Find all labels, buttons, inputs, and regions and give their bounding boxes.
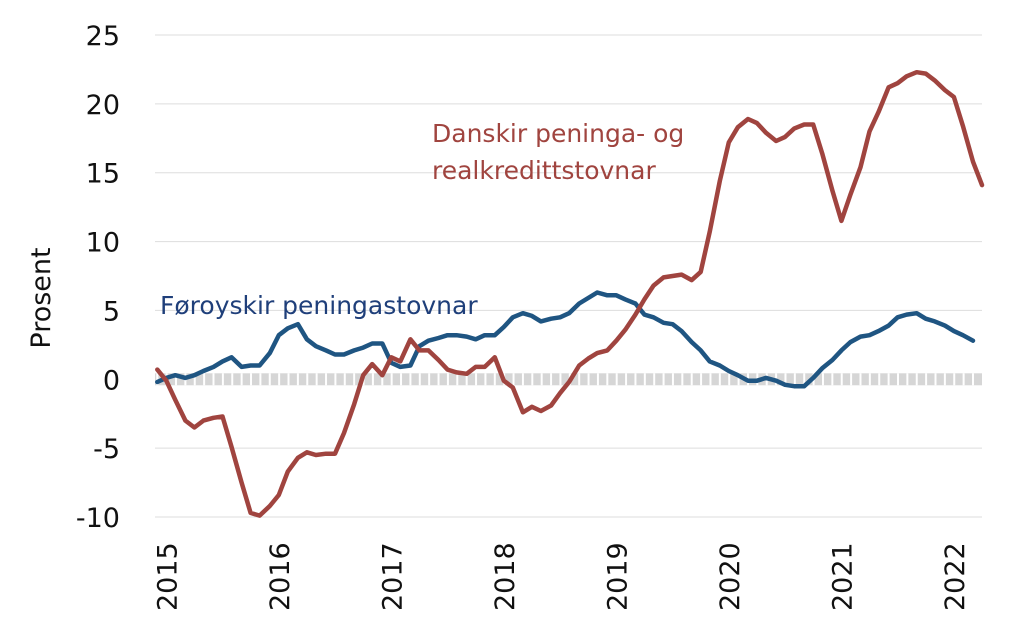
- x-tick-label: 2017: [377, 542, 408, 611]
- y-tick-label: -5: [93, 434, 120, 465]
- x-tick-label: 2022: [940, 542, 971, 611]
- y-tick-label: 20: [86, 90, 120, 121]
- y-axis-tick-labels: 25 20 15 10 5 0 -5 -10: [76, 21, 120, 534]
- x-tick-label: 2020: [715, 542, 746, 611]
- y-tick-label: 25: [86, 21, 120, 52]
- gridlines: [155, 34, 982, 518]
- y-axis-title: Prosent: [26, 247, 57, 348]
- y-tick-label: 10: [86, 228, 120, 259]
- x-axis-tick-labels: 2015 2016 2017 2018 2019 2020 2021 2022: [152, 542, 971, 611]
- series-line-1: [155, 69, 985, 518]
- x-tick-label: 2019: [602, 542, 633, 611]
- series-label-faroese: Føroyskir peningastovnar: [160, 291, 478, 320]
- y-tick-label: -10: [76, 503, 120, 534]
- x-tick-label: 2021: [827, 542, 858, 611]
- series-lines: [155, 69, 985, 518]
- x-tick-label: 2018: [490, 542, 521, 611]
- x-tick-label: 2015: [152, 542, 183, 611]
- series-label-danish-line-2: realkredittstovnar: [432, 156, 656, 185]
- y-tick-label: 5: [103, 296, 120, 327]
- y-tick-label: 0: [103, 365, 120, 396]
- y-tick-label: 15: [86, 159, 120, 190]
- x-tick-label: 2016: [265, 542, 296, 611]
- series-label-danish-line-1: Danskir peninga- og: [432, 119, 684, 148]
- series-line-0: [155, 290, 976, 389]
